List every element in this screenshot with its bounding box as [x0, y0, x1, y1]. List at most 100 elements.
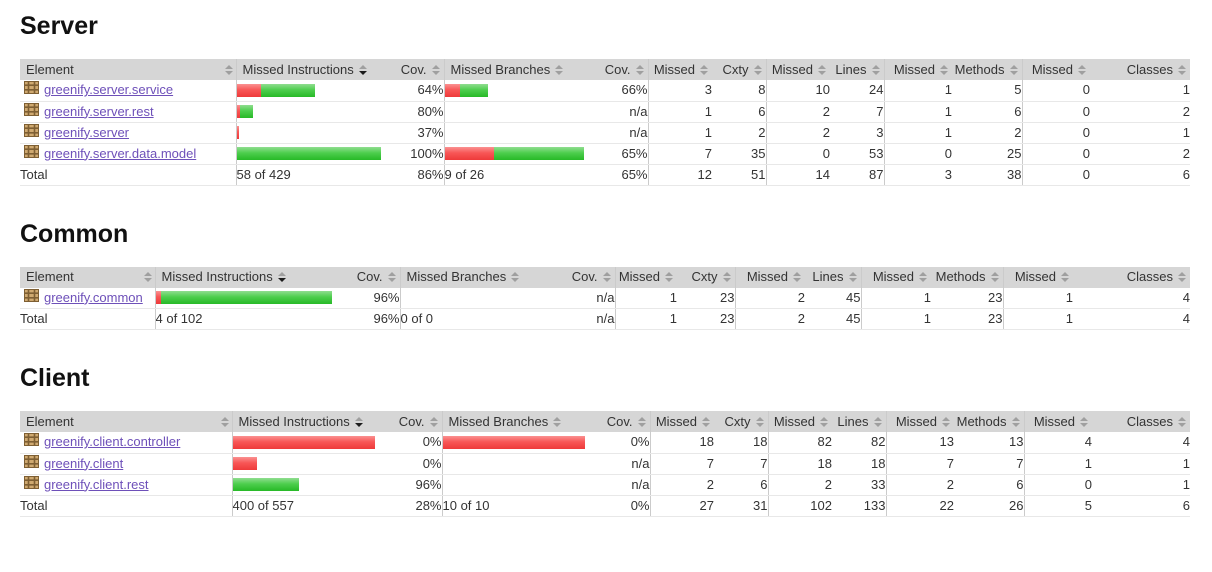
sort-down-arrow	[555, 70, 564, 75]
column-header-lines[interactable]: Lines	[830, 59, 884, 80]
sort-icon	[940, 64, 948, 75]
column-header-missed[interactable]: Missed	[765, 59, 830, 80]
total-classes: 6	[1090, 164, 1190, 186]
column-header-classes[interactable]: Classes	[1073, 266, 1190, 288]
sort-up-arrow	[990, 272, 999, 276]
instructions-bar	[233, 435, 390, 449]
column-header-missed-branches[interactable]: Missed Branches	[443, 59, 600, 80]
instructions-bar	[237, 83, 390, 97]
column-header-label: Missed Branches	[448, 413, 549, 429]
sort-up-arrow	[553, 416, 562, 421]
header-cell: Missed Instructions	[233, 412, 390, 432]
column-header-missed-branches[interactable]: Missed Branches	[399, 266, 560, 288]
column-header-cov[interactable]: Cov.	[345, 266, 400, 288]
column-header-cxty[interactable]: Cxty	[677, 266, 735, 288]
total-classes: 6	[1092, 495, 1190, 517]
column-header-lines[interactable]: Lines	[832, 411, 886, 432]
package-link[interactable]: greenify.server.data.model	[44, 145, 197, 161]
column-header-cov[interactable]: Cov.	[390, 411, 442, 432]
package-link[interactable]: greenify.client	[44, 455, 124, 471]
sort-up-arrow	[755, 416, 764, 421]
package-link[interactable]: greenify.server.service	[44, 82, 174, 98]
column-header-classes[interactable]: Classes	[1092, 411, 1190, 432]
column-header-label: Lines	[837, 413, 869, 429]
sort-down-arrow	[1178, 278, 1186, 282]
package-link[interactable]: greenify.server	[44, 124, 130, 140]
element-cell-content: greenify.client.rest	[20, 475, 232, 495]
column-header-missed[interactable]: Missed	[734, 266, 805, 288]
sort-icon	[431, 64, 440, 75]
header-cell: Cov.	[560, 267, 615, 287]
sort-down-arrow	[1178, 422, 1186, 427]
sort-down-arrow	[1009, 70, 1018, 75]
element-cell: greenify.client.rest	[20, 474, 232, 496]
element-cell: greenify.server.data.model	[20, 143, 236, 165]
header-cell: Element	[20, 267, 155, 287]
sort-up-arrow	[224, 64, 233, 69]
column-header-missed[interactable]: Missed	[614, 266, 677, 288]
column-header-missed[interactable]: Missed	[860, 266, 931, 288]
column-header-lines[interactable]: Lines	[805, 266, 861, 288]
sort-icon	[637, 416, 646, 427]
column-header-missed[interactable]: Missed	[649, 411, 714, 432]
column-header-cov[interactable]: Cov.	[560, 266, 615, 288]
column-header-missed[interactable]: Missed	[1023, 411, 1092, 432]
sort-up-arrow	[1078, 64, 1086, 69]
sort-icon	[553, 416, 562, 427]
sort-icon	[702, 416, 710, 427]
column-header-element[interactable]: Element	[20, 59, 236, 80]
missed-bar-red	[237, 126, 239, 139]
total-missed-lines: 2	[734, 308, 805, 330]
total-missed-cxty: 12	[647, 164, 712, 186]
column-header-missed-branches[interactable]: Missed Branches	[441, 411, 600, 432]
column-header-label: Missed Instructions	[242, 61, 354, 77]
total-missed-lines: 102	[767, 495, 832, 517]
column-header-missed[interactable]: Missed	[647, 59, 712, 80]
package-icon	[24, 454, 39, 474]
classes-cell: 4	[1073, 287, 1190, 309]
header-cell: Missed	[736, 267, 805, 287]
package-icon	[24, 80, 39, 100]
column-header-label: Missed Instructions	[161, 269, 273, 284]
column-header-methods[interactable]: Methods	[931, 266, 1003, 288]
column-header-methods[interactable]: Methods	[952, 59, 1022, 80]
column-header-missed-instructions[interactable]: Missed Instructions	[154, 266, 345, 288]
column-header-missed-instructions[interactable]: Missed Instructions	[235, 59, 390, 80]
branches-coverage-cell: n/a	[600, 474, 650, 496]
total-missed-branches: 10 of 10	[441, 495, 600, 517]
column-header-methods[interactable]: Methods	[954, 411, 1024, 432]
missed-methods-cell: 7	[885, 453, 954, 475]
column-header-missed[interactable]: Missed	[885, 411, 954, 432]
header-row: Element Missed Instructions Cov. Missed Bra…	[20, 266, 1190, 288]
sort-icon	[871, 64, 880, 75]
missed-instructions-cell	[235, 143, 390, 165]
package-link[interactable]: greenify.common	[44, 289, 143, 305]
column-header-missed[interactable]: Missed	[767, 411, 832, 432]
sort-down-arrow	[919, 278, 927, 282]
branches-coverage-cell: n/a	[600, 122, 648, 144]
package-link[interactable]: greenify.server.rest	[44, 103, 154, 119]
sort-icon	[1011, 416, 1020, 427]
column-header-cov[interactable]: Cov.	[600, 411, 650, 432]
column-header-classes[interactable]: Classes	[1090, 59, 1190, 80]
column-header-cxty[interactable]: Cxty	[712, 59, 766, 80]
missed-instructions-cell	[231, 474, 390, 496]
sort-up-arrow	[354, 416, 363, 421]
missed-instructions-cell	[235, 80, 390, 102]
package-link[interactable]: greenify.client.rest	[44, 476, 149, 492]
methods-cell: 5	[952, 80, 1022, 102]
column-header-missed[interactable]: Missed	[883, 59, 952, 80]
sort-down-arrow	[220, 422, 229, 427]
column-header-cov[interactable]: Cov.	[390, 59, 444, 80]
column-header-cxty[interactable]: Cxty	[714, 411, 768, 432]
column-header-missed[interactable]: Missed	[1021, 59, 1090, 80]
column-header-cov[interactable]: Cov.	[600, 59, 648, 80]
package-link[interactable]: greenify.client.controller	[44, 434, 181, 450]
column-header-element[interactable]: Element	[20, 411, 232, 432]
column-header-missed-instructions[interactable]: Missed Instructions	[231, 411, 390, 432]
sort-up-arrow	[635, 64, 644, 69]
missed-classes-cell: 1	[1023, 453, 1092, 475]
column-header-missed[interactable]: Missed	[1002, 266, 1073, 288]
missed-lines-cell: 2	[767, 474, 832, 496]
column-header-element[interactable]: Element	[20, 266, 155, 288]
